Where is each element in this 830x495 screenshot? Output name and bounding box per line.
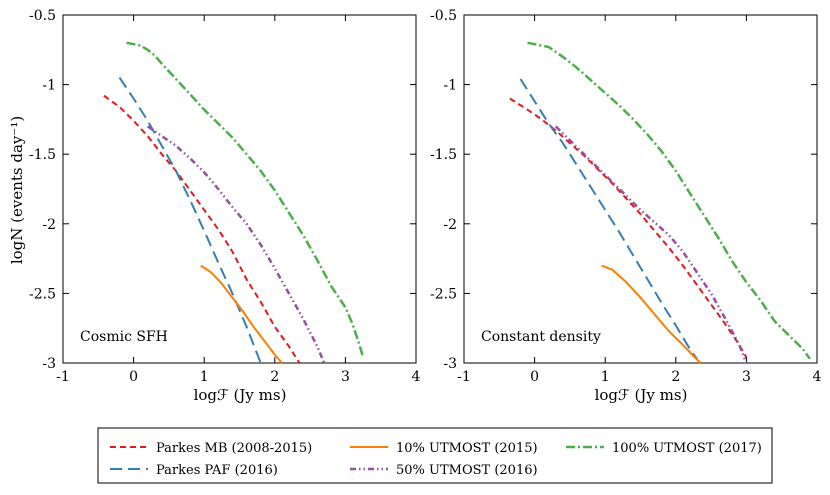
legend-label: 50% UTMOST (2016) (396, 463, 538, 478)
series-line (103, 94, 301, 364)
y-tick-label: -2 (42, 217, 56, 233)
y-tick-label: -0.5 (29, 8, 56, 24)
x-tick-label: 2 (671, 369, 680, 385)
series-line (509, 97, 748, 358)
plot-frame (62, 14, 417, 364)
x-tick-label: 0 (530, 369, 539, 385)
series-line (118, 77, 262, 364)
series-line (126, 41, 365, 358)
x-axis-label: logℱ (Jy ms) (194, 386, 287, 404)
y-tick-label: -2.5 (430, 286, 457, 302)
x-tick-label: -1 (457, 369, 471, 385)
legend-entry-utmost-10: 10% UTMOST (2015) (350, 441, 538, 456)
panel-annotation: Cosmic SFH (80, 329, 168, 345)
panel-constant-density: -1 0 1 2 3 4 -3 -2.5 -2 -1.5 -1 -0.5 Constant densi… (430, 8, 822, 404)
series-line (554, 125, 748, 364)
y-tick-label: -2.5 (29, 286, 56, 302)
legend-entry-utmost-50: 50% UTMOST (2016) (350, 463, 538, 478)
legend: Parkes MB (2008-2015) Parkes PAF (2016) … (97, 427, 773, 484)
y-tick-label: -1.5 (430, 147, 457, 163)
y-tick-label: -0.5 (430, 8, 457, 24)
y-tick-label: -2 (443, 217, 457, 233)
y-tick-label: -1 (443, 78, 457, 94)
series-line (146, 125, 326, 364)
plot-frame (463, 14, 818, 364)
x-tick-label: 4 (813, 369, 822, 385)
legend-entry-parkes-paf: Parkes PAF (2016) (110, 463, 278, 478)
x-tick-label: 3 (341, 369, 350, 385)
panel-annotation: Constant density (481, 329, 601, 345)
legend-label: Parkes MB (2008-2015) (156, 441, 312, 456)
legend-label: 10% UTMOST (2015) (396, 441, 538, 456)
y-tick-label: -1.5 (29, 147, 56, 163)
series-line (527, 41, 811, 360)
x-axis-label: logℱ (Jy ms) (595, 386, 688, 404)
series-line (519, 78, 698, 360)
x-tick-label: 0 (129, 369, 138, 385)
legend-label: 100% UTMOST (2017) (612, 441, 762, 456)
x-tick-label: 3 (742, 369, 751, 385)
y-tick-label: -3 (42, 356, 56, 372)
series-line (200, 264, 283, 364)
panel-cosmic-sfh: -1 0 1 2 3 4 -3 -2.5 -2 -1.5 -1 -0.5 Cosmic SFH log… (29, 8, 421, 404)
x-tick-label: -1 (56, 369, 70, 385)
x-tick-label: 1 (200, 369, 209, 385)
legend-label: Parkes PAF (2016) (156, 463, 278, 478)
y-axis-label: logN (events day⁻¹) (8, 116, 26, 264)
legend-entry-utmost-100: 100% UTMOST (2017) (566, 441, 762, 456)
x-tick-label: 1 (601, 369, 610, 385)
x-tick-label: 2 (270, 369, 279, 385)
x-tick-label: 4 (412, 369, 421, 385)
y-tick-label: -1 (42, 78, 56, 94)
legend-entry-parkes-mb: Parkes MB (2008-2015) (110, 441, 312, 456)
legend-frame (97, 427, 773, 484)
series-line (601, 264, 702, 364)
y-tick-label: -3 (443, 356, 457, 372)
